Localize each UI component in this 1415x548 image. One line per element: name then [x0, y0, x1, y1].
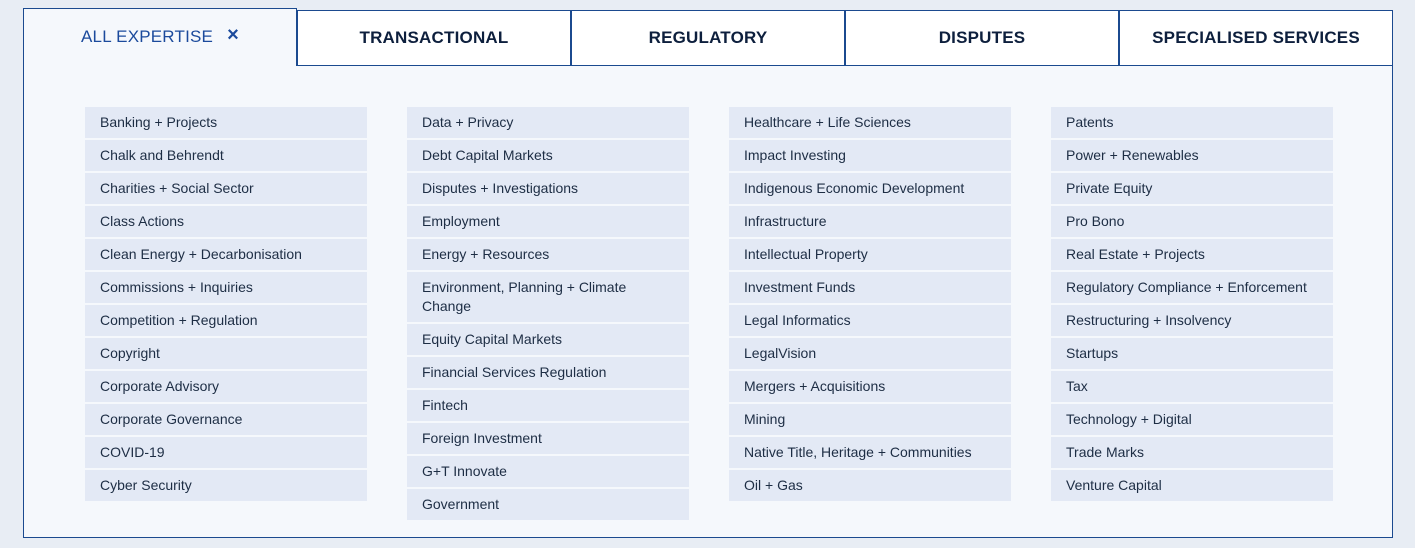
tab-transactional[interactable]: TRANSACTIONAL [297, 10, 571, 66]
expertise-link[interactable]: Data + Privacy [407, 107, 689, 138]
close-icon[interactable]: × [227, 24, 239, 46]
expertise-link[interactable]: LegalVision [729, 338, 1011, 369]
tab-label: ALL EXPERTISE [81, 27, 214, 46]
expertise-link[interactable]: Healthcare + Life Sciences [729, 107, 1011, 138]
expertise-link[interactable]: Fintech [407, 390, 689, 421]
expertise-link[interactable]: Commissions + Inquiries [85, 272, 367, 303]
expertise-link[interactable]: Class Actions [85, 206, 367, 237]
expertise-link[interactable]: Charities + Social Sector [85, 173, 367, 204]
expertise-panel: Banking + Projects Chalk and Behrendt Ch… [23, 65, 1393, 538]
expertise-link[interactable]: Disputes + Investigations [407, 173, 689, 204]
expertise-link[interactable]: G+T Innovate [407, 456, 689, 487]
expertise-link[interactable]: Impact Investing [729, 140, 1011, 171]
expertise-link[interactable]: Investment Funds [729, 272, 1011, 303]
tab-label: SPECIALISED SERVICES [1152, 28, 1360, 47]
expertise-link[interactable]: Regulatory Compliance + Enforcement [1051, 272, 1333, 303]
expertise-link[interactable]: Mining [729, 404, 1011, 435]
expertise-link[interactable]: Corporate Governance [85, 404, 367, 435]
tab-all-expertise[interactable]: ALL EXPERTISE × [23, 8, 297, 66]
expertise-column-4: Patents Power + Renewables Private Equit… [1051, 107, 1333, 503]
expertise-link[interactable]: Financial Services Regulation [407, 357, 689, 388]
expertise-link[interactable]: Oil + Gas [729, 470, 1011, 501]
expertise-link[interactable]: Mergers + Acquisitions [729, 371, 1011, 402]
tab-regulatory[interactable]: REGULATORY [571, 10, 845, 66]
expertise-link[interactable]: Chalk and Behrendt [85, 140, 367, 171]
expertise-column-2: Data + Privacy Debt Capital Markets Disp… [407, 107, 689, 522]
expertise-link[interactable]: Technology + Digital [1051, 404, 1333, 435]
expertise-link[interactable]: Copyright [85, 338, 367, 369]
tab-label: TRANSACTIONAL [359, 28, 509, 47]
expertise-link[interactable]: Competition + Regulation [85, 305, 367, 336]
expertise-link[interactable]: Government [407, 489, 689, 520]
tab-specialised-services[interactable]: SPECIALISED SERVICES [1119, 10, 1393, 66]
expertise-link[interactable]: Real Estate + Projects [1051, 239, 1333, 270]
expertise-link[interactable]: Equity Capital Markets [407, 324, 689, 355]
expertise-link[interactable]: Banking + Projects [85, 107, 367, 138]
expertise-link[interactable]: Trade Marks [1051, 437, 1333, 468]
expertise-link[interactable]: Tax [1051, 371, 1333, 402]
tab-bar: ALL EXPERTISE × TRANSACTIONAL REGULATORY… [23, 8, 1393, 66]
expertise-link[interactable]: Legal Informatics [729, 305, 1011, 336]
expertise-link[interactable]: Startups [1051, 338, 1333, 369]
expertise-link[interactable]: Clean Energy + Decarbonisation [85, 239, 367, 270]
expertise-link[interactable]: Pro Bono [1051, 206, 1333, 237]
tab-label: DISPUTES [938, 28, 1026, 47]
expertise-link[interactable]: COVID-19 [85, 437, 367, 468]
tab-disputes[interactable]: DISPUTES [845, 10, 1119, 66]
expertise-link[interactable]: Employment [407, 206, 689, 237]
expertise-link[interactable]: Corporate Advisory [85, 371, 367, 402]
expertise-link[interactable]: Patents [1051, 107, 1333, 138]
expertise-link[interactable]: Infrastructure [729, 206, 1011, 237]
expertise-link[interactable]: Restructuring + Insolvency [1051, 305, 1333, 336]
expertise-link[interactable]: Cyber Security [85, 470, 367, 501]
tab-label: REGULATORY [648, 28, 768, 47]
expertise-link[interactable]: Private Equity [1051, 173, 1333, 204]
expertise-link[interactable]: Debt Capital Markets [407, 140, 689, 171]
expertise-link[interactable]: Indigenous Economic Development [729, 173, 1011, 204]
expertise-link[interactable]: Energy + Resources [407, 239, 689, 270]
expertise-column-3: Healthcare + Life Sciences Impact Invest… [729, 107, 1011, 503]
expertise-link[interactable]: Power + Renewables [1051, 140, 1333, 171]
expertise-link[interactable]: Venture Capital [1051, 470, 1333, 501]
expertise-link[interactable]: Native Title, Heritage + Communities [729, 437, 1011, 468]
expertise-column-1: Banking + Projects Chalk and Behrendt Ch… [85, 107, 367, 503]
expertise-link[interactable]: Foreign Investment [407, 423, 689, 454]
expertise-link[interactable]: Environment, Planning + Climate Change [407, 272, 689, 322]
expertise-link[interactable]: Intellectual Property [729, 239, 1011, 270]
